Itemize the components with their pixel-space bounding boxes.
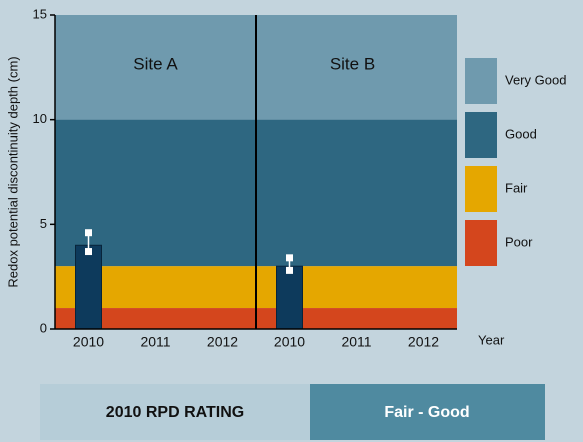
legend-swatch [465, 166, 497, 212]
x-tick-label: 2010 [73, 334, 104, 350]
y-tick-label: 5 [40, 216, 47, 231]
x-tick-label: 2010 [274, 334, 305, 350]
error-cap [85, 229, 92, 237]
legend-label: Good [505, 126, 537, 141]
legend-label: Fair [505, 180, 528, 195]
x-tick-label: 2012 [207, 334, 238, 350]
panel-title: Site B [330, 54, 375, 73]
error-cap [85, 248, 92, 256]
legend-swatch [465, 220, 497, 266]
x-tick-label: 2012 [408, 334, 439, 350]
rating-label: 2010 RPD RATING [106, 404, 244, 421]
error-cap [286, 266, 293, 274]
rating-value: Fair - Good [384, 404, 469, 421]
legend-swatch [465, 58, 497, 104]
y-tick-label: 10 [33, 111, 47, 126]
x-tick-label: 2011 [341, 334, 371, 350]
legend-label: Very Good [505, 72, 566, 87]
error-cap [286, 254, 293, 262]
legend-swatch [465, 112, 497, 158]
panel-title: Site A [133, 54, 178, 73]
y-axis-label: Redox potential discontinuity depth (cm) [5, 56, 20, 287]
rating-value-cell [310, 384, 545, 440]
y-tick-label: 0 [40, 320, 47, 335]
rating-label-cell [40, 384, 310, 440]
x-axis-label: Year [478, 332, 505, 347]
legend-label: Poor [505, 234, 533, 249]
bar [276, 265, 303, 330]
y-tick-label: 15 [33, 6, 47, 21]
bar [75, 244, 102, 330]
x-tick-label: 2011 [140, 334, 170, 350]
